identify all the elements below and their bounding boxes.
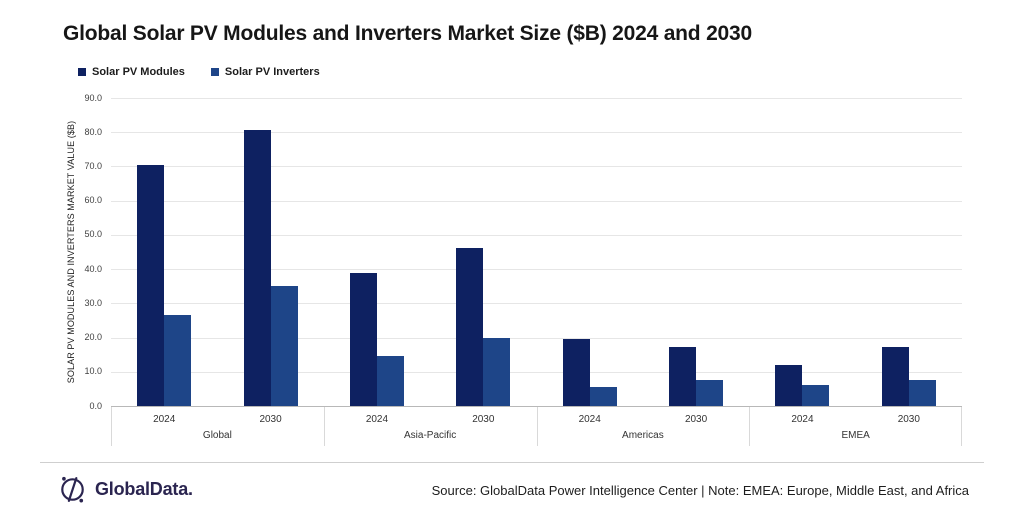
footer-divider <box>40 462 984 463</box>
bar-global-2030-solar-pv-inverters <box>270 286 298 406</box>
x-tick-emea-2030: 2030 <box>897 414 920 425</box>
legend-square-icon <box>78 68 86 76</box>
bar-asia-pacific-2030-solar-pv-inverters <box>483 338 511 406</box>
x-tick-emea-2024: 2024 <box>791 414 814 425</box>
legend-label: Solar PV Modules <box>92 66 185 78</box>
gridline <box>111 303 962 305</box>
y-tick-label: 30.0 <box>84 297 102 308</box>
x-axis-separator <box>961 407 962 446</box>
chart-title: Global Solar PV Modules and Inverters Ma… <box>63 22 752 45</box>
globaldata-logo: GlobalData. <box>57 473 193 506</box>
bar-asia-pacific-2030-solar-pv-modules <box>456 247 484 406</box>
x-axis-separator <box>111 407 112 446</box>
y-tick-label: 90.0 <box>84 92 102 103</box>
x-group-label-americas: Americas <box>622 430 664 441</box>
x-group-label-asia-pacific: Asia-Pacific <box>404 430 457 441</box>
x-tick-global-2030: 2030 <box>259 414 282 425</box>
plot-area <box>111 98 962 406</box>
x-group-label-emea: EMEA <box>841 430 870 441</box>
x-tick-americas-2024: 2024 <box>578 414 601 425</box>
bar-asia-pacific-2024-solar-pv-modules <box>349 273 377 406</box>
x-group-label-global: Global <box>202 430 232 441</box>
x-axis: 2024 2030 Global 2024 2030 Asia-Pacific 2024 20… <box>111 406 962 446</box>
x-axis-separator <box>323 407 325 446</box>
gridline <box>111 371 962 373</box>
x-tick-asia-pacific-2024: 2024 <box>365 414 389 425</box>
bar-americas-2024-solar-pv-inverters <box>589 386 617 406</box>
bar-americas-2030-solar-pv-modules <box>669 347 697 406</box>
bar-americas-2030-solar-pv-inverters <box>696 380 724 406</box>
legend: Solar PV Modules Solar PV Inverters <box>78 66 320 78</box>
y-tick-label: 60.0 <box>84 195 102 206</box>
bar-americas-2024-solar-pv-modules <box>562 339 590 406</box>
bar-emea-2030-solar-pv-modules <box>881 347 909 406</box>
bar-asia-pacific-2024-solar-pv-inverters <box>376 356 404 406</box>
legend-item-solar-pv-modules: Solar PV Modules <box>78 66 185 78</box>
gridline <box>111 269 962 271</box>
y-tick-label: 70.0 <box>84 160 102 171</box>
bar-emea-2024-solar-pv-modules <box>775 364 803 406</box>
y-tick-label: 0.0 <box>89 400 102 411</box>
y-tick-label: 10.0 <box>84 366 102 377</box>
bar-emea-2030-solar-pv-inverters <box>908 380 936 406</box>
x-tick-americas-2030: 2030 <box>684 414 708 425</box>
source-note: Source: GlobalData Power Intelligence Ce… <box>431 483 969 498</box>
gridline <box>111 234 962 236</box>
gridline <box>111 132 962 134</box>
globaldata-logo-icon <box>61 476 84 503</box>
y-tick-label: 20.0 <box>84 332 102 343</box>
gridline <box>111 200 962 202</box>
y-tick-label: 50.0 <box>84 229 102 240</box>
legend-square-icon <box>210 68 219 76</box>
gridline <box>111 337 962 339</box>
x-tick-asia-pacific-2030: 2030 <box>472 414 495 425</box>
bar-global-2030-solar-pv-modules <box>243 129 271 406</box>
x-tick-global-2024: 2024 <box>153 414 176 425</box>
legend-item-solar-pv-inverters: Solar PV Inverters <box>210 66 320 78</box>
bar-emea-2024-solar-pv-inverters <box>802 385 830 406</box>
y-tick-label: 40.0 <box>84 263 102 274</box>
x-axis-separator <box>536 407 538 446</box>
y-tick-label: 80.0 <box>84 126 102 137</box>
gridline <box>111 98 962 99</box>
globaldata-logo-text: GlobalData. <box>95 479 193 499</box>
bar-global-2024-solar-pv-inverters <box>164 314 192 406</box>
bar-global-2024-solar-pv-modules <box>137 164 165 406</box>
legend-label: Solar PV Inverters <box>224 66 320 78</box>
x-axis-separator <box>749 407 751 446</box>
gridline <box>111 166 962 168</box>
